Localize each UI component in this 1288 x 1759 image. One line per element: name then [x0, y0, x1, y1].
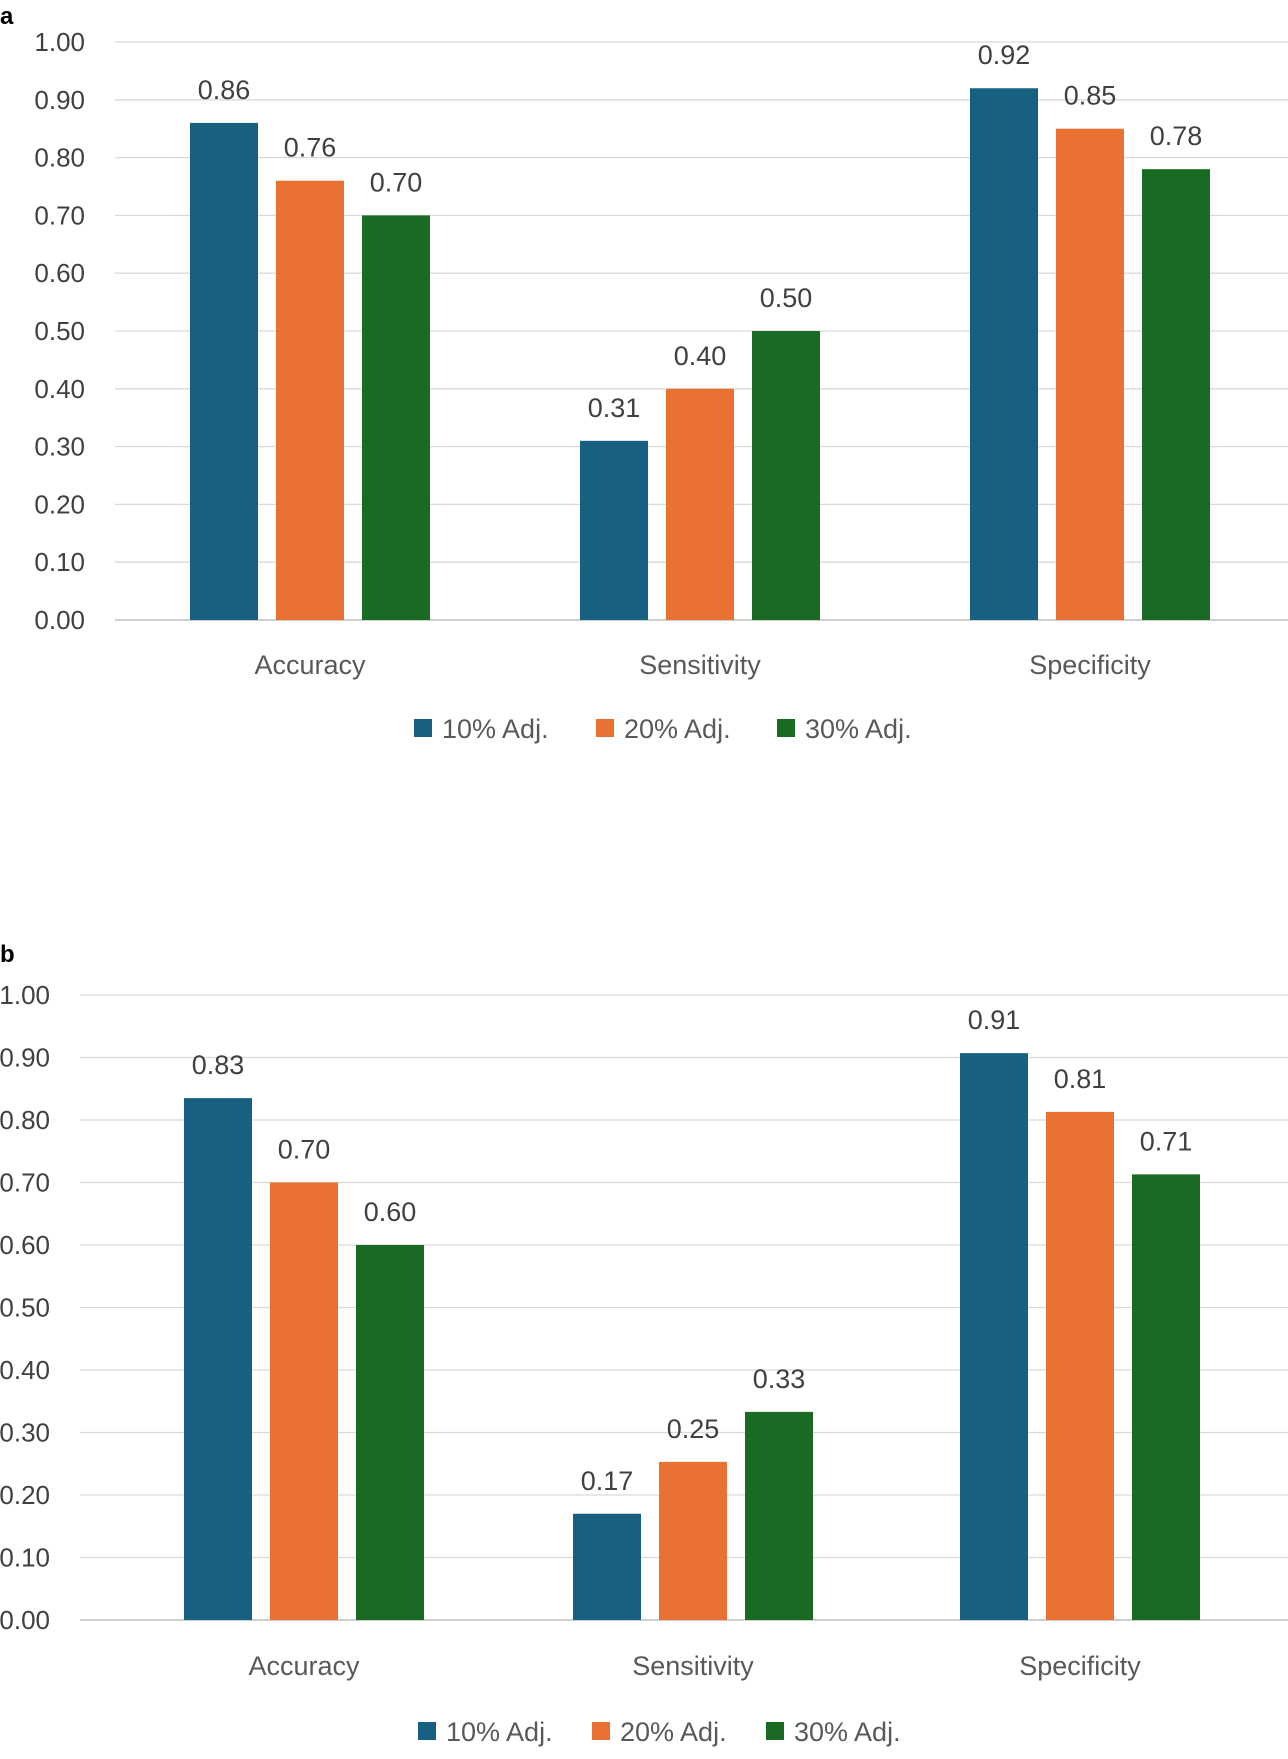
- x-category-label: Accuracy: [248, 1651, 360, 1681]
- legend-label: 10% Adj.: [446, 1717, 553, 1747]
- data-label: 0.70: [370, 167, 423, 197]
- legend-label: 30% Adj.: [805, 714, 912, 744]
- bar-10adj-specificity: [970, 88, 1038, 621]
- y-tick-label: 0.90: [0, 1043, 50, 1073]
- bar-10adj-accuracy: [184, 1098, 252, 1620]
- panel-label-b: b: [0, 941, 15, 968]
- data-label: 0.92: [978, 40, 1031, 70]
- data-label: 0.78: [1150, 121, 1203, 151]
- y-tick-label: 0.60: [34, 258, 85, 288]
- legend-label: 20% Adj.: [624, 714, 731, 744]
- y-tick-label: 0.40: [34, 374, 85, 404]
- legend-swatch: [766, 1722, 784, 1740]
- y-tick-label: 0.80: [0, 1105, 50, 1135]
- data-label: 0.91: [968, 1005, 1021, 1035]
- y-tick-label: 0.70: [34, 200, 85, 230]
- y-tick-label: 0.90: [34, 85, 85, 115]
- data-label: 0.85: [1064, 81, 1117, 111]
- bar-30adj-accuracy: [356, 1245, 424, 1620]
- bar-10adj-sensitivity: [573, 1513, 641, 1620]
- data-label: 0.40: [674, 341, 727, 371]
- y-tick-label: 1.00: [34, 27, 85, 57]
- y-tick-label: 0.00: [0, 1605, 50, 1635]
- data-label: 0.70: [278, 1135, 331, 1165]
- data-label: 0.83: [192, 1050, 245, 1080]
- bar-30adj-sensitivity: [752, 331, 820, 620]
- y-tick-label: 0.60: [0, 1230, 50, 1260]
- data-label: 0.33: [753, 1364, 806, 1394]
- bar-10adj-specificity: [960, 1053, 1028, 1620]
- chart-a: 0.00 0.10 0.20 0.30 0.40 0.50 0.60 0.70 0.80 0.90…: [34, 27, 1288, 744]
- bar-20adj-specificity: [1046, 1111, 1114, 1620]
- legend-swatch: [418, 1722, 436, 1740]
- x-category-label: Specificity: [1029, 650, 1151, 680]
- x-category-label: Sensitivity: [639, 650, 761, 680]
- legend-swatch: [777, 719, 795, 737]
- x-category-label: Specificity: [1019, 1651, 1141, 1681]
- y-tick-label: 0.20: [34, 489, 85, 519]
- y-tick-label: 1.00: [0, 980, 50, 1010]
- bar-30adj-sensitivity: [745, 1411, 813, 1620]
- data-label: 0.50: [760, 283, 813, 313]
- bar-20adj-sensitivity: [666, 388, 734, 620]
- y-tick-label: 0.50: [34, 316, 85, 346]
- x-category-label: Sensitivity: [632, 1651, 754, 1681]
- bar-30adj-specificity: [1142, 169, 1210, 620]
- y-tick-label: 0.50: [0, 1293, 50, 1323]
- data-label: 0.31: [588, 393, 641, 423]
- data-label: 0.17: [581, 1466, 634, 1496]
- y-tick-label: 0.30: [0, 1418, 50, 1448]
- legend-label: 20% Adj.: [620, 1717, 727, 1747]
- legend-swatch: [596, 719, 614, 737]
- bar-20adj-specificity: [1056, 128, 1124, 620]
- y-tick-label: 0.00: [34, 605, 85, 635]
- bar-10adj-accuracy: [190, 122, 258, 621]
- legend-label: 10% Adj.: [442, 714, 549, 744]
- data-label: 0.76: [284, 133, 337, 163]
- y-tick-label: 0.10: [34, 547, 85, 577]
- data-label: 0.81: [1054, 1064, 1107, 1094]
- data-label: 0.86: [198, 75, 251, 105]
- bar-30adj-specificity: [1132, 1174, 1200, 1620]
- panel-label-a: a: [0, 3, 14, 30]
- bar-30adj-accuracy: [362, 215, 430, 620]
- y-tick-label: 0.10: [0, 1543, 50, 1573]
- legend-label: 30% Adj.: [794, 1717, 901, 1747]
- data-label: 0.25: [667, 1414, 720, 1444]
- chart-b: 0.00 0.10 0.20 0.30 0.40 0.50 0.60 0.70 0.80 0.90…: [0, 980, 1288, 1747]
- data-label: 0.71: [1140, 1126, 1193, 1156]
- data-label: 0.60: [364, 1197, 417, 1227]
- legend-swatch: [592, 1722, 610, 1740]
- bar-20adj-accuracy: [276, 180, 344, 620]
- y-tick-label: 0.20: [0, 1480, 50, 1510]
- x-category-label: Accuracy: [254, 650, 366, 680]
- bar-20adj-sensitivity: [659, 1461, 727, 1620]
- y-tick-label: 0.70: [0, 1168, 50, 1198]
- bar-20adj-accuracy: [270, 1182, 338, 1620]
- legend-swatch: [414, 719, 432, 737]
- y-tick-label: 0.30: [34, 432, 85, 462]
- y-tick-label: 0.80: [34, 143, 85, 173]
- y-tick-label: 0.40: [0, 1355, 50, 1385]
- bar-10adj-sensitivity: [580, 440, 648, 620]
